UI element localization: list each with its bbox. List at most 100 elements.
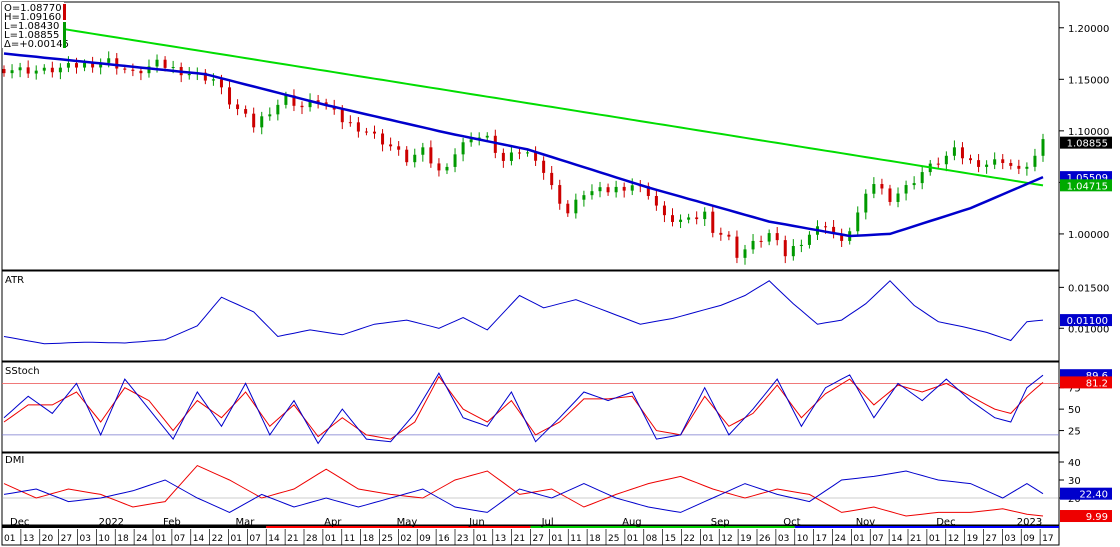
date-axis-day-label: 23 — [457, 534, 468, 544]
date-axis-day-label: 21 — [287, 534, 298, 544]
price-value-badge — [1060, 136, 1112, 149]
candle-body — [50, 67, 54, 73]
candle-body — [622, 186, 626, 191]
candle-body — [880, 184, 884, 189]
candle-body — [453, 154, 457, 167]
atr-pane: ATR 0.01500 0.01000 0.01100 — [1, 270, 1112, 362]
date-axis-day-label: 14 — [268, 534, 280, 544]
candle-body — [759, 240, 763, 242]
candle-body — [74, 63, 78, 68]
candle-body — [300, 105, 304, 108]
price-value-badge — [1060, 179, 1112, 192]
dmi-value-badges: 22.40 9.99 — [1060, 487, 1112, 523]
date-axis-day-label: 08 — [646, 534, 658, 544]
date-axis-month-label: 2023 — [1017, 517, 1042, 528]
candle-body — [493, 135, 497, 153]
candle-body — [211, 79, 215, 81]
candle-body — [26, 67, 30, 74]
candle-body — [872, 184, 876, 194]
candle-body — [171, 67, 175, 69]
ohlc-low: L=1.08430 — [4, 21, 59, 32]
candle-body — [646, 186, 650, 196]
candle-body — [115, 58, 119, 69]
atr-axis: 0.01500 0.01000 — [1059, 283, 1109, 335]
candle-body — [356, 122, 360, 132]
date-axis-day-label: 07 — [174, 534, 185, 544]
candle-body — [1009, 163, 1013, 166]
candle-body — [123, 68, 127, 70]
date-axis-day-label: 27 — [533, 534, 544, 544]
date-axis-month-label: May — [397, 517, 418, 528]
candle-body — [83, 62, 87, 68]
price-tick-label: 1.15000 — [1068, 75, 1109, 86]
date-axis-month-label: Feb — [163, 517, 181, 528]
candle-body — [163, 59, 167, 68]
date-axis-day-label: 19 — [967, 534, 979, 544]
stoch-tick-label: 50 — [1068, 405, 1081, 416]
dmi-value-label: 22.40 — [1079, 490, 1108, 501]
date-axis-day-label: 01 — [325, 534, 336, 544]
date-axis-day-label: 17 — [816, 534, 827, 544]
stoch-k-line — [3, 372, 1044, 445]
date-axis-day-label: 14 — [193, 534, 205, 544]
candle-body — [703, 211, 707, 220]
price-value-label: 1.04715 — [1067, 181, 1108, 192]
candle-body — [977, 160, 981, 167]
date-axis-day-label: 18 — [589, 534, 601, 544]
price-tick-label: 1.10000 — [1068, 127, 1109, 138]
candle-body — [888, 188, 892, 202]
candle-body — [485, 135, 489, 138]
candle-body — [534, 152, 538, 161]
candle-body — [671, 215, 675, 222]
candle-body — [348, 122, 352, 124]
candle-body — [99, 62, 103, 68]
date-axis-day-label: 10 — [797, 534, 809, 544]
candle-body — [461, 142, 465, 155]
date-axis-day-label: 01 — [551, 534, 562, 544]
date-axis-days: 01 13 20 27 03 10 18 24 01 07 14 22 01 07 14 21 28 01 11 18… — [1, 529, 1054, 545]
date-axis-day-label: 27 — [986, 534, 997, 544]
candle-body — [381, 133, 385, 145]
atr-tick-label: 0.01500 — [1068, 283, 1109, 294]
candle-body — [364, 131, 368, 133]
candle-body — [896, 193, 900, 202]
date-axis-month-label: Oct — [783, 517, 800, 528]
date-axis-day-label: 18 — [117, 534, 129, 544]
date-axis-day-label: 26 — [759, 534, 771, 544]
dmi-tick-label: 40 — [1068, 458, 1081, 469]
date-axis-day-label: 21 — [514, 534, 525, 544]
candle-body — [284, 95, 288, 105]
price-tick-label: 1.00000 — [1068, 230, 1109, 241]
candle-body — [550, 172, 554, 186]
candle-body — [1017, 165, 1021, 169]
date-axis-day-label: 01 — [929, 534, 940, 544]
candle-body — [203, 72, 207, 81]
dmi-lines — [2, 464, 1059, 517]
dmi-tick-label: 30 — [1068, 476, 1081, 487]
atr-tick-label: 0.01000 — [1068, 324, 1109, 335]
ohlc-box: O=1.08770 H=1.09160 L=1.08430 L=1.08855 … — [2, 2, 69, 50]
candle-body — [566, 203, 570, 214]
date-axis-day-label: 15 — [665, 534, 676, 544]
candle-body — [1041, 139, 1045, 156]
candle-body — [832, 226, 836, 234]
stoch-pane-title: SStoch — [5, 366, 40, 377]
stoch-reference-lines — [2, 383, 1059, 436]
candle-body — [654, 195, 658, 206]
candle-body — [501, 152, 505, 161]
dmi-pane-title: DMI — [5, 455, 24, 466]
date-axis-day-label: 19 — [740, 534, 752, 544]
candle-body — [18, 67, 22, 71]
atr-line — [3, 280, 1044, 345]
date-axis-day-label: 13 — [23, 534, 34, 544]
atr-pane-frame — [1, 270, 1060, 362]
dmi-pane-frame — [1, 452, 1060, 526]
stoch-value-label: 81.2 — [1086, 378, 1108, 389]
candle-body — [751, 240, 755, 250]
dmi-minus-line — [3, 464, 1044, 517]
short-moving-average-line — [3, 52, 1044, 238]
candle-body — [944, 155, 948, 165]
candle-body — [960, 147, 964, 159]
dmi-value-badge — [1060, 510, 1112, 523]
